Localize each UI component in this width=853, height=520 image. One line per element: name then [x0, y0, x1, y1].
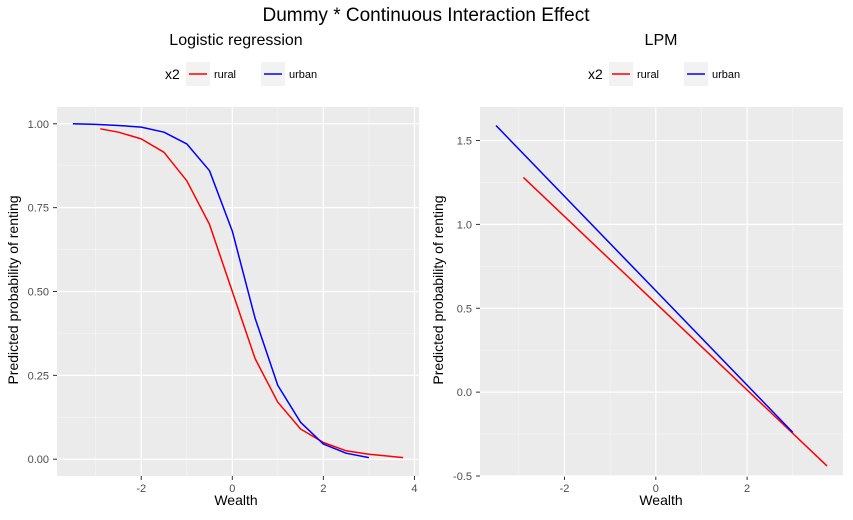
x-axis-label: Wealth: [214, 492, 257, 508]
series-line-rural: [100, 128, 404, 459]
y-tick-label: 0.75: [28, 203, 49, 215]
x-tick-label: 2: [744, 483, 750, 495]
figure-title: Dummy * Continuous Interaction Effect: [262, 5, 590, 26]
y-tick-label: 1.0: [457, 219, 472, 231]
legend: x2 rural urban: [588, 62, 740, 86]
y-tick-label: 0.0: [457, 387, 472, 399]
x-axis-label: Wealth: [639, 492, 682, 508]
panel-title: Logistic regression: [169, 32, 302, 49]
y-axis-label: Predicted probability of renting: [430, 195, 446, 384]
lpm-panel: LPM Wealth Predicted probability of rent…: [430, 32, 843, 508]
series-line-urban: [495, 124, 794, 433]
plot-background: [480, 107, 843, 476]
panel-title: LPM: [645, 32, 678, 49]
legend: x2 rural urban: [165, 62, 317, 86]
logistic-panel: Logistic regression Wealth Predicted pro…: [5, 32, 419, 508]
legend-label-rural: rural: [214, 69, 236, 81]
legend-label-rural: rural: [637, 69, 659, 81]
series-line-urban: [72, 123, 370, 459]
x-tick-label: 0: [653, 483, 659, 495]
y-tick-label: 1.00: [28, 119, 49, 131]
series-line-rural: [522, 176, 828, 467]
y-tick-label: 0.00: [28, 454, 49, 466]
y-axis-label: Predicted probability of renting: [5, 195, 21, 384]
x-tick-label: 2: [320, 483, 326, 495]
x-tick-label: -2: [560, 483, 570, 495]
y-tick-label: 0.25: [28, 370, 49, 382]
y-tick-label: 0.50: [28, 287, 49, 299]
x-tick-label: 0: [229, 483, 235, 495]
y-tick-label: -0.5: [453, 471, 472, 483]
y-tick-label: 1.5: [457, 136, 472, 148]
x-tick-label: 4: [411, 483, 417, 495]
legend-label-urban: urban: [712, 69, 740, 81]
legend-title: x2: [588, 66, 603, 82]
x-tick-label: -2: [136, 483, 146, 495]
legend-title: x2: [165, 66, 180, 82]
y-tick-label: 0.5: [457, 303, 472, 315]
legend-label-urban: urban: [289, 69, 317, 81]
